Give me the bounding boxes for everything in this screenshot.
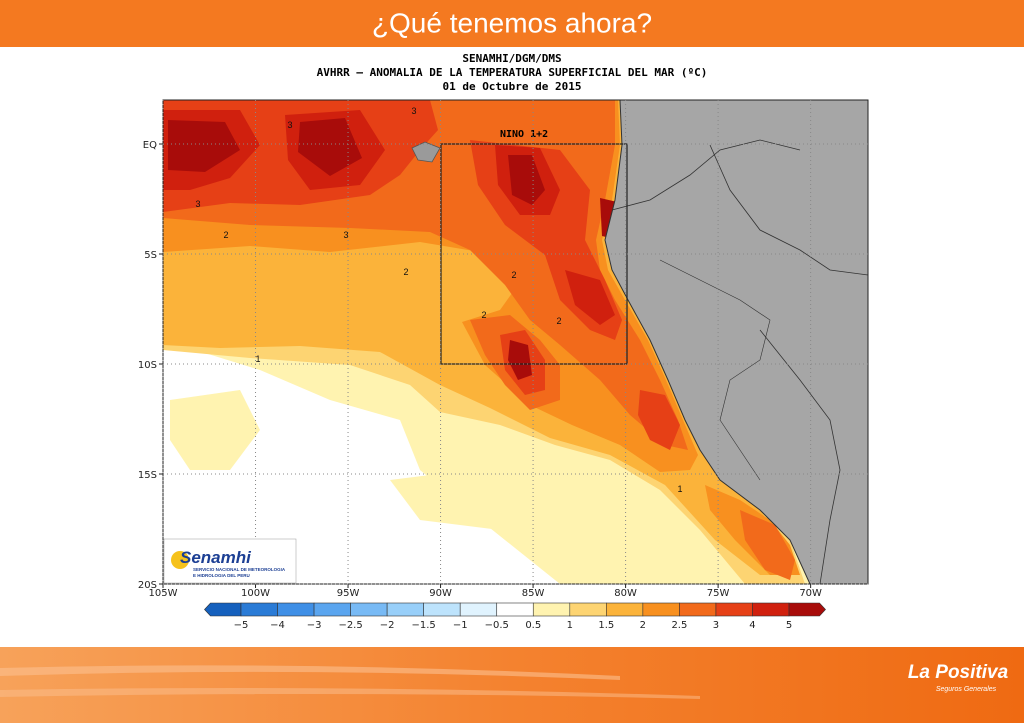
footer-streak <box>0 665 620 680</box>
colorbar-cell <box>532 602 571 617</box>
x-tick-label: 105W <box>149 588 178 599</box>
colorbar-label: −5 <box>234 620 249 631</box>
contour-label: 2 <box>511 270 516 280</box>
colorbar: −5 −4 −3 −2.5 −2 −1.5 −1 −0.5 0.5 1 1.5 2 2.5 3 4 5 <box>204 602 826 631</box>
map-title: AVHRR – ANOMALIA DE LA TEMPERATURA SUPER… <box>317 66 708 79</box>
x-tick-label: 75W <box>707 588 730 599</box>
colorbar-cell <box>679 602 717 617</box>
logo-name: Senamhi <box>180 548 252 567</box>
colorbar-label: 3 <box>713 620 719 631</box>
slide-title: ¿Qué tenemos ahora? <box>372 7 652 38</box>
tagline: Seguros Generales <box>936 686 997 693</box>
colorbar-cell <box>496 602 534 617</box>
box-label: NINO 1+2 <box>500 129 548 140</box>
colorbar-label: 5 <box>786 620 792 631</box>
map-title: SENAMHI/DGM/DMS <box>462 52 561 65</box>
anomaly-area <box>638 390 680 450</box>
colorbar-cell <box>788 602 826 617</box>
colorbar-cell <box>569 602 607 617</box>
contour-label: 3 <box>411 106 416 116</box>
x-tick-label: 90W <box>429 588 452 599</box>
anomaly-field <box>163 100 868 584</box>
colorbar-cell <box>642 602 680 617</box>
colorbar-label: 2.5 <box>671 620 687 631</box>
colorbar-label: 1.5 <box>598 620 614 631</box>
footer-bar <box>0 647 1024 723</box>
colorbar-cell <box>204 602 242 617</box>
contour-labels: 3 3 3 2 3 2 2 2 1 2 1 <box>195 106 682 494</box>
y-tick-label: 10S <box>138 360 157 371</box>
border <box>709 144 868 276</box>
contour-label: 1 <box>677 484 682 494</box>
border <box>611 139 801 211</box>
colorbar-cell <box>423 602 461 617</box>
colorbar-label: −1 <box>453 620 468 631</box>
anomaly-area <box>390 470 520 530</box>
colorbar-label: 0.5 <box>525 620 541 631</box>
anomaly-area <box>508 155 545 205</box>
colorbar-label: −0.5 <box>485 620 509 631</box>
colorbar-cell <box>240 602 278 617</box>
x-tick-label: 95W <box>337 588 360 599</box>
x-tick-label: 70W <box>799 588 822 599</box>
colorbar-cell <box>277 602 315 617</box>
contour-label: 3 <box>195 199 200 209</box>
y-tick-label: 15S <box>138 470 157 481</box>
colorbar-label: 2 <box>640 620 646 631</box>
logo-subtitle: SERVICIO NACIONAL DE METEOROLOGIA <box>193 567 286 572</box>
anomaly-area <box>565 270 615 325</box>
colorbar-cell <box>386 602 424 617</box>
colorbar-cell <box>606 602 644 617</box>
x-tick-label: 85W <box>522 588 545 599</box>
contour-label: 2 <box>481 310 486 320</box>
anomaly-area <box>168 120 240 172</box>
anomaly-area <box>508 340 532 380</box>
contour-label: 2 <box>556 316 561 326</box>
y-tick-label: 5S <box>144 250 157 261</box>
y-tick-label: EQ <box>143 140 157 151</box>
brand: La Positiva <box>908 662 1009 683</box>
border <box>759 329 841 584</box>
colorbar-label: −3 <box>307 620 322 631</box>
contour-label: 3 <box>343 230 348 240</box>
contour-label: 3 <box>287 120 292 130</box>
map-title: 01 de Octubre de 2015 <box>442 80 581 93</box>
contour-label: 1 <box>255 354 260 364</box>
x-tick-label: 80W <box>614 588 637 599</box>
contour-label: 2 <box>223 230 228 240</box>
colorbar-cell <box>313 602 351 617</box>
x-tick-label: 100W <box>241 588 270 599</box>
colorbar-label: 1 <box>567 620 573 631</box>
colorbar-cell <box>752 602 790 617</box>
colorbar-cell <box>715 602 753 617</box>
border <box>659 259 771 481</box>
galapagos <box>411 141 441 163</box>
contour-label: 2 <box>403 267 408 277</box>
colorbar-label: −2 <box>380 620 395 631</box>
anomaly-area <box>298 118 362 176</box>
colorbar-label: −2.5 <box>338 620 362 631</box>
y-tick-label: 20S <box>138 580 157 591</box>
land <box>604 100 868 584</box>
grid: 105W 100W 95W 90W 85W 80W 75W 70W EQ 5S 10S 15S 20S <box>138 100 868 599</box>
header-bar <box>0 0 1024 47</box>
logo-subtitle: E HIDROLOGIA DEL PERU <box>193 573 250 578</box>
anomaly-area <box>170 390 260 470</box>
colorbar-label: 4 <box>749 620 755 631</box>
colorbar-cell <box>350 602 388 617</box>
colorbar-label: −1.5 <box>412 620 436 631</box>
colorbar-label: −4 <box>270 620 285 631</box>
logo-sun <box>171 551 189 569</box>
footer-streak <box>0 688 700 699</box>
anomaly-area <box>740 510 795 580</box>
colorbar-cell <box>459 602 498 617</box>
